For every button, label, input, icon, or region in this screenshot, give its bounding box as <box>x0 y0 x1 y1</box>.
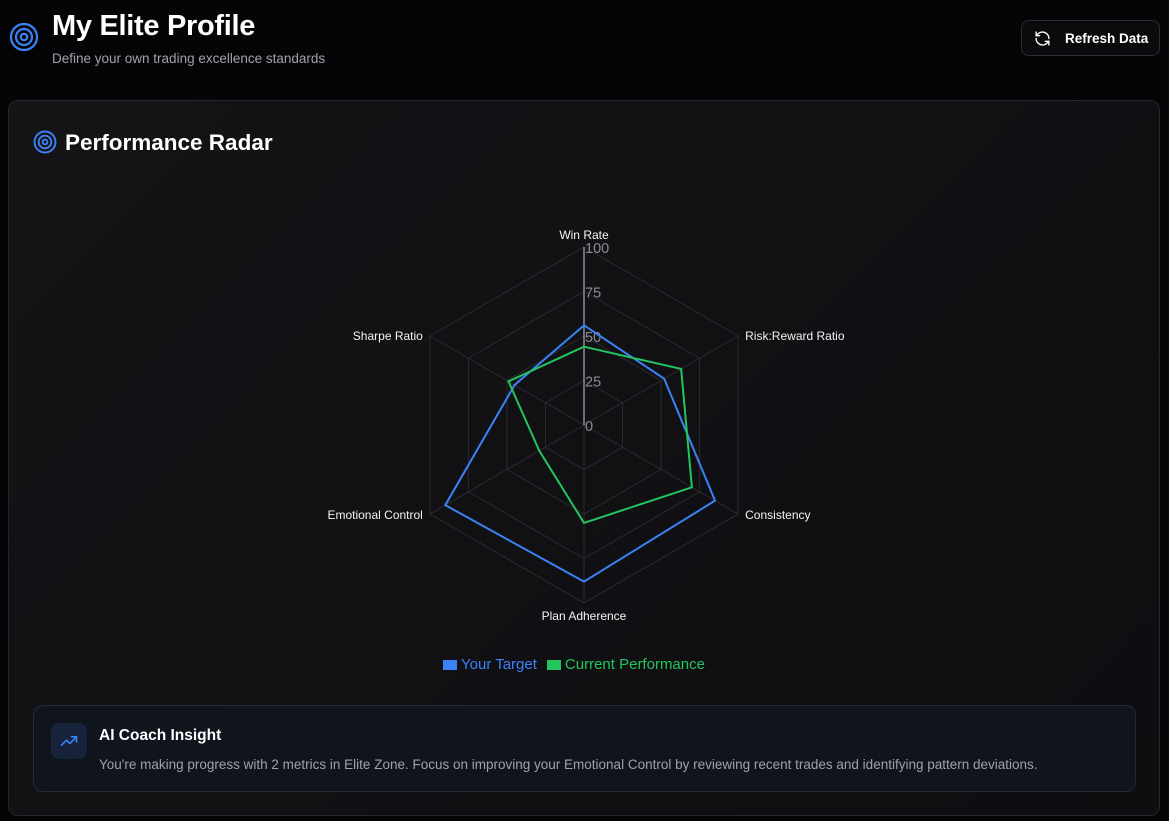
legend-item-current-performance[interactable]: Current Performance <box>546 656 705 673</box>
radar-tick-label: 75 <box>585 286 601 302</box>
radar-spoke <box>429 424 585 515</box>
target-icon <box>9 22 39 52</box>
radar-spoke <box>583 424 739 515</box>
page-subtitle: Define your own trading excellence stand… <box>52 51 326 66</box>
radar-tick-label: 25 <box>585 375 601 391</box>
radar-axis-label: Risk:Reward Ratio <box>745 329 845 343</box>
radar-axis-label: Consistency <box>745 508 810 522</box>
insight-title: AI Coach Insight <box>99 727 222 744</box>
performance-radar-card: Performance Radar 0 25 50 75 100 Win Rate Risk… <box>8 100 1160 816</box>
legend-label: Your Target <box>461 656 537 673</box>
radar-spoke <box>583 335 739 426</box>
legend-swatch <box>443 659 457 670</box>
page-header: My Elite Profile Define your own trading… <box>0 0 1169 96</box>
refresh-data-button[interactable]: Refresh Data <box>1021 20 1160 56</box>
legend-label: Current Performance <box>564 656 705 673</box>
radar-axis-label: Win Rate <box>559 228 609 242</box>
ai-coach-insight: AI Coach Insight You're making progress … <box>33 705 1136 792</box>
radar-axis-label: Emotional Control <box>327 508 422 522</box>
radar-tick-label: 0 <box>585 419 593 435</box>
radar-tick-label: 100 <box>585 241 609 257</box>
series-your-target <box>443 324 717 583</box>
refresh-data-label: Refresh Data <box>1065 30 1149 46</box>
target-icon <box>33 130 57 154</box>
card-title: Performance Radar <box>65 130 273 155</box>
chart-legend: Your Target Current Performance <box>443 656 705 673</box>
radar-spoke <box>429 335 585 426</box>
legend-swatch <box>546 659 561 670</box>
legend-item-your-target[interactable]: Your Target <box>443 656 537 673</box>
radar-axis-label: Plan Adherence <box>542 609 627 623</box>
series-current-performance <box>507 345 693 525</box>
refresh-icon <box>1035 30 1050 46</box>
radar-axis-label: Sharpe Ratio <box>353 329 423 343</box>
insight-icon-badge <box>51 723 87 759</box>
trending-up-icon <box>60 736 78 746</box>
page-title: My Elite Profile <box>52 10 256 42</box>
insight-text: You're making progress with 2 metrics in… <box>99 757 1038 772</box>
